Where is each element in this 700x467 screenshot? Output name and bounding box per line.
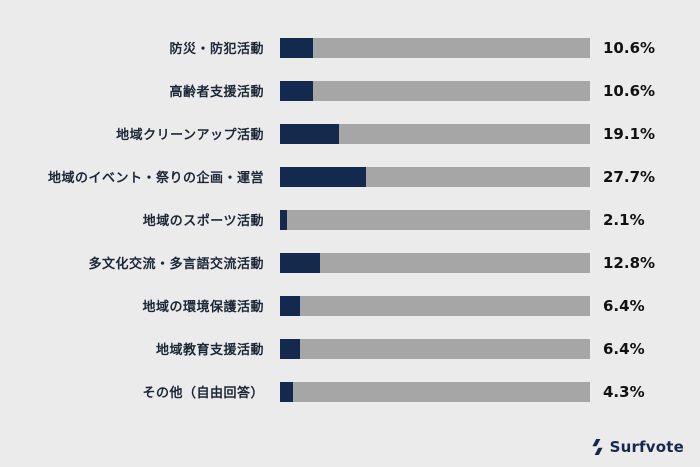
bar-track: [280, 123, 590, 144]
category-label: 地域のイベント・祭りの企画・運営: [47, 171, 264, 186]
category-label: 地域クリーンアップ活動: [116, 128, 264, 143]
bar-fill: [280, 209, 287, 230]
category-label: 高齢者支援活動: [169, 85, 264, 100]
value-label: 10.6%: [603, 81, 656, 100]
bar-track: [280, 80, 590, 101]
bar-row: 防災・防犯活動 10.6%: [10, 26, 690, 69]
bar-fill: [280, 381, 294, 402]
bar-track: [280, 338, 590, 359]
bar-row: 地域教育支援活動 6.4%: [10, 327, 690, 370]
bar-track: [280, 295, 590, 316]
value-label: 12.8%: [603, 253, 656, 272]
value-label: 6.4%: [603, 339, 645, 358]
category-label: 防災・防犯活動: [169, 42, 264, 57]
bar-track: [280, 381, 590, 402]
bar-track: [280, 252, 590, 273]
bar-fill: [280, 252, 320, 273]
category-label: その他（自由回答）: [142, 386, 264, 401]
surfvote-logo-icon: [590, 439, 605, 455]
bar-track: [280, 166, 590, 187]
brand-name: Surfvote: [609, 438, 684, 456]
value-label: 19.1%: [603, 124, 656, 143]
bar-fill: [280, 295, 300, 316]
category-label: 地域のスポーツ活動: [142, 214, 264, 229]
value-label: 6.4%: [603, 296, 645, 315]
value-label: 27.7%: [603, 167, 656, 186]
bar-track: [280, 209, 590, 230]
bar-row: 地域のイベント・祭りの企画・運営 27.7%: [10, 155, 690, 198]
value-label: 4.3%: [603, 382, 645, 401]
value-label: 10.6%: [603, 38, 656, 57]
category-label: 地域の環境保護活動: [142, 300, 264, 315]
bar-row: 多文化交流・多言語交流活動 12.8%: [10, 241, 690, 284]
bar-row: 地域クリーンアップ活動 19.1%: [10, 112, 690, 155]
category-label: 多文化交流・多言語交流活動: [88, 257, 264, 272]
brand-logo: Surfvote: [590, 438, 684, 456]
bar-row: 高齢者支援活動 10.6%: [10, 69, 690, 112]
bar-fill: [280, 338, 300, 359]
bar-fill: [280, 80, 313, 101]
bar-track: [280, 37, 590, 58]
bar-chart: 防災・防犯活動 10.6% 高齢者支援活動 10.6% 地域クリーンアップ活動 …: [10, 26, 690, 413]
bar-row: 地域の環境保護活動 6.4%: [10, 284, 690, 327]
bar-row: 地域のスポーツ活動 2.1%: [10, 198, 690, 241]
bar-fill: [280, 37, 313, 58]
bar-fill: [280, 166, 366, 187]
bar-row: その他（自由回答） 4.3%: [10, 370, 690, 413]
bar-fill: [280, 123, 340, 144]
bar-rows: 防災・防犯活動 10.6% 高齢者支援活動 10.6% 地域クリーンアップ活動 …: [10, 26, 690, 413]
category-label: 地域教育支援活動: [155, 343, 264, 358]
value-label: 2.1%: [603, 210, 645, 229]
